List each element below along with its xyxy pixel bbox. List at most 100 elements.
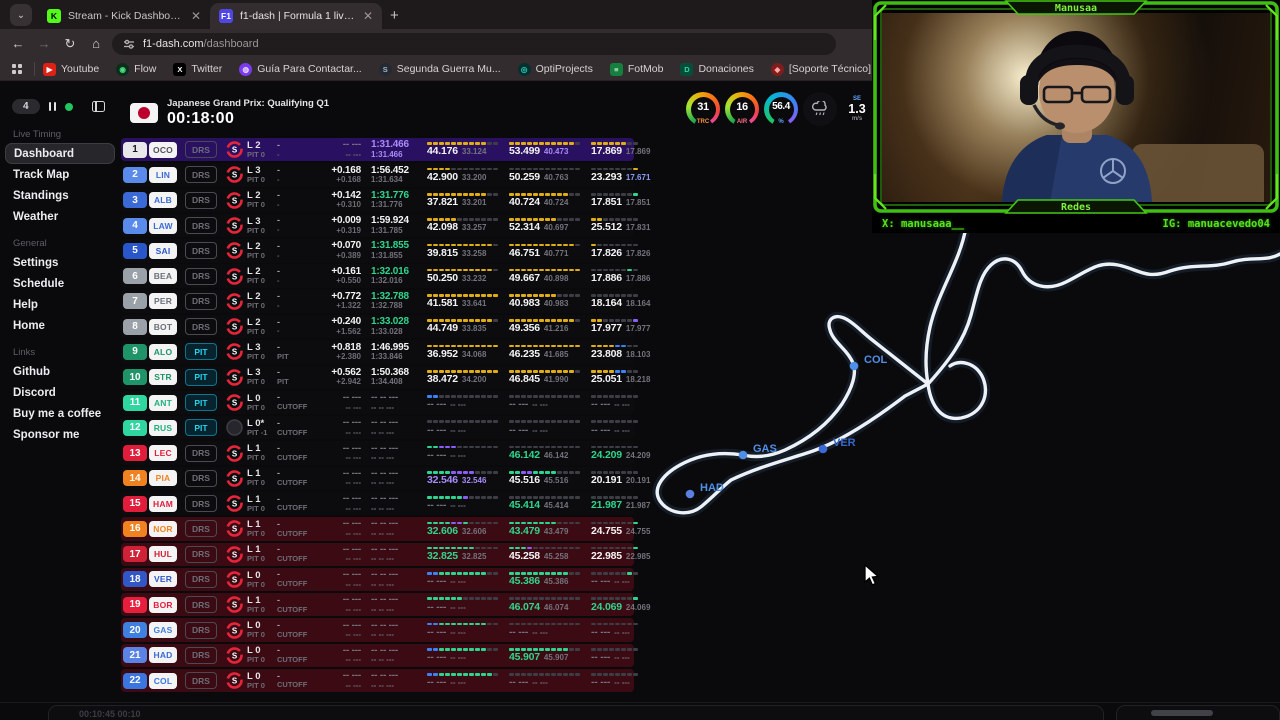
sector-1: 50.250 33.232 xyxy=(427,268,503,284)
minisector-segments xyxy=(591,369,659,373)
position-badge: 15 xyxy=(123,495,147,512)
minisector-segments xyxy=(427,218,503,221)
humidity-gauge: 56.4 % xyxy=(764,92,798,126)
sidebar-item-sponsor-me[interactable]: Sponsor me xyxy=(13,428,80,441)
forward-icon[interactable]: → xyxy=(37,36,51,51)
gap-column: -- --- -- --- xyxy=(342,670,361,690)
tire-compound-icon: S xyxy=(225,393,244,412)
bookmark-item[interactable]: S Segunda Guerra Mu... xyxy=(378,62,501,76)
new-tab-button[interactable]: + xyxy=(390,7,399,24)
sector-3: 17.886 17.886 xyxy=(591,268,659,284)
tab-kick-dashboard[interactable]: K Stream - Kick Dashboard ✕ xyxy=(38,3,210,29)
home-icon[interactable]: ⌂ xyxy=(92,36,100,51)
minisector-segments xyxy=(509,268,585,272)
sector-2: 46.845 41.990 xyxy=(509,369,585,385)
drs-button: DRS xyxy=(185,166,217,184)
sidebar-item-standings[interactable]: Standings xyxy=(13,189,69,202)
minisector-segments xyxy=(427,268,503,272)
driver-marker-ver xyxy=(818,444,828,454)
driver-tla-badge: COL xyxy=(149,672,177,689)
sidebar-item-help[interactable]: Help xyxy=(13,298,38,311)
sidebar: 4 Live Timing Dashboard Track Map Standings… xyxy=(0,93,120,445)
sidebar-toggle-icon[interactable] xyxy=(92,101,106,112)
tab-f1-dash[interactable]: F1 f1-dash | Formula 1 live timing ✕ xyxy=(210,3,382,29)
lap-count: L 1 PIT 0 xyxy=(247,594,265,614)
sidebar-item-settings[interactable]: Settings xyxy=(13,256,59,269)
bookmark-item[interactable]: X Twitter xyxy=(173,62,222,76)
driver-status: - CUTOFF xyxy=(277,569,308,589)
close-icon[interactable]: ✕ xyxy=(362,9,373,23)
svg-text:S: S xyxy=(232,323,238,332)
bookmark-item[interactable]: ▶ Youtube xyxy=(43,62,99,76)
sector-1: -- --- -- --- xyxy=(427,395,503,410)
minisector-segments xyxy=(591,243,659,247)
sidebar-item-schedule[interactable]: Schedule xyxy=(13,277,65,290)
timing-row: 9 ALO PIT S L 3 PIT 0 - PIT +0.818 +2.380 1:46.995… xyxy=(121,340,650,364)
driver-status: - CUTOFF xyxy=(277,619,308,639)
bookmark-item[interactable]: ◉ Flow xyxy=(116,62,156,76)
minisector-segments xyxy=(427,192,503,196)
tab-search-icon[interactable]: ⌄ xyxy=(10,4,32,26)
laptime-column: 1:32.016 1:32.016 xyxy=(371,265,409,286)
bookmark-favicon: ▶ xyxy=(43,62,56,76)
laptime-column: -- -- --- -- -- --- xyxy=(371,543,399,564)
position-badge: 20 xyxy=(123,622,147,639)
address-bar[interactable]: f1-dash.com/dashboard xyxy=(112,32,836,55)
sector-3: -- --- -- --- xyxy=(591,648,659,663)
bookmark-item[interactable]: ≡ FotMob xyxy=(609,62,663,76)
minisector-segments xyxy=(591,294,659,297)
back-icon[interactable]: ← xyxy=(11,36,25,51)
sector-2: 45.907 45.907 xyxy=(509,648,585,663)
bookmark-item[interactable]: ◎ OptiProjects xyxy=(517,62,593,76)
pause-icon[interactable] xyxy=(48,102,57,111)
position-badge: 4 xyxy=(123,217,147,234)
gap-column: +0.818 +2.380 xyxy=(331,341,361,361)
drs-button: DRS xyxy=(185,621,217,639)
divider xyxy=(34,62,35,76)
tire-compound-icon: S xyxy=(225,469,244,488)
bookmark-item[interactable]: D Donaciones xyxy=(680,62,754,76)
apps-grid-icon[interactable] xyxy=(12,64,22,74)
drs-button: PIT xyxy=(185,419,217,437)
laptime-column: 1:31.776 1:31.776 xyxy=(371,189,409,210)
sector-1: 44.749 33.835 xyxy=(427,319,503,334)
bookmark-item[interactable]: ◍ Guía Para Contactar... xyxy=(239,62,362,76)
svg-text:S: S xyxy=(232,500,238,509)
gap-column: -- --- -- --- xyxy=(342,139,361,159)
sidebar-item-buy-me-a-coffee[interactable]: Buy me a coffee xyxy=(13,407,102,420)
driver-tla-badge: STR xyxy=(149,369,177,386)
position-badge: 14 xyxy=(123,470,147,487)
gap-column: -- --- -- --- xyxy=(342,467,361,488)
minisector-segments xyxy=(591,142,659,145)
tire-compound-icon: S xyxy=(225,519,244,538)
sector-3: 24.209 24.209 xyxy=(591,445,659,461)
sector-3: 25.051 18.218 xyxy=(591,369,659,385)
sidebar-item-github[interactable]: Github xyxy=(13,365,51,378)
minisector-segments xyxy=(509,471,585,474)
minisector-segments xyxy=(591,521,659,525)
gap-column: +0.240 +1.562 xyxy=(331,316,361,336)
sector-1: 39.815 33.258 xyxy=(427,243,503,259)
sector-1: 41.581 33.641 xyxy=(427,294,503,309)
reload-icon[interactable]: ↻ xyxy=(64,35,76,51)
laptime-column: 1:32.788 1:32.788 xyxy=(371,290,409,311)
sector-2: 45.516 45.516 xyxy=(509,471,585,486)
sector-3: 17.869 17.869 xyxy=(591,142,659,157)
close-icon[interactable]: ✕ xyxy=(190,9,201,23)
sidebar-item-dashboard[interactable]: Dashboard xyxy=(5,143,115,164)
tire-compound-icon: S xyxy=(225,368,244,387)
drs-button: DRS xyxy=(185,242,217,260)
bookmark-item[interactable]: ◆ [Soporte Técnico] A... xyxy=(770,62,889,76)
rain-icon xyxy=(803,92,837,126)
sidebar-item-discord[interactable]: Discord xyxy=(13,386,56,399)
tire-compound-icon: S xyxy=(225,494,244,513)
sidebar-item-weather[interactable]: Weather xyxy=(13,210,59,223)
svg-text:S: S xyxy=(232,171,238,180)
drs-button: PIT xyxy=(185,343,217,361)
sidebar-item-home[interactable]: Home xyxy=(13,319,45,332)
sector-3: 23.808 18.103 xyxy=(591,344,659,360)
delay-badge[interactable]: 4 xyxy=(12,99,40,114)
svg-text:Redes: Redes xyxy=(1061,202,1091,213)
sidebar-item-track-map[interactable]: Track Map xyxy=(13,168,70,181)
driver-status: -- xyxy=(277,240,280,260)
